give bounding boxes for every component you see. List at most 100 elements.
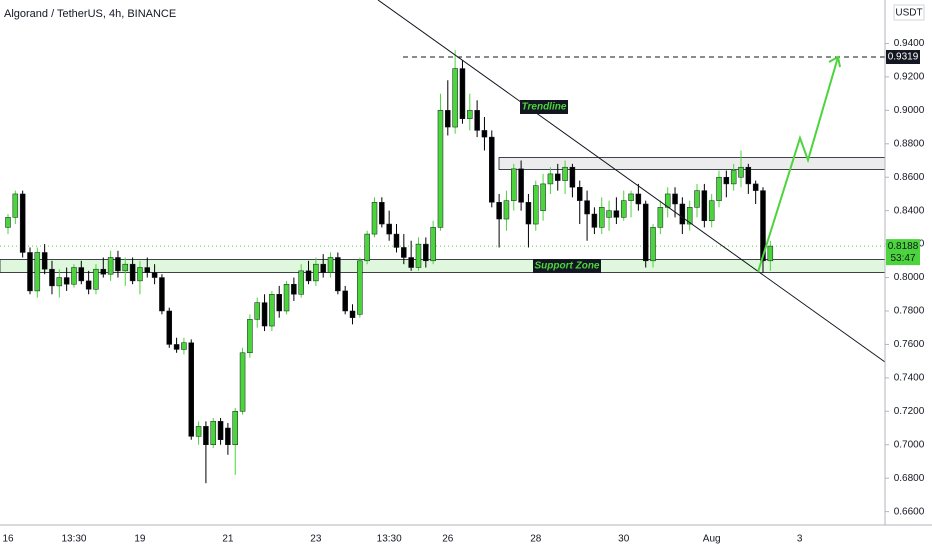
candle-body [195, 426, 202, 437]
candle-body [511, 168, 517, 201]
candle-body [555, 173, 561, 181]
candle-body [151, 272, 158, 278]
countdown-label: 53:47 [890, 253, 915, 264]
target-price-label: 0.9319 [888, 52, 919, 63]
candle-body [423, 243, 429, 262]
x-tick-label: 19 [134, 534, 146, 545]
candle-body [576, 187, 583, 201]
candle-body [327, 257, 334, 273]
candle-body [591, 213, 598, 228]
candle-body [474, 110, 480, 131]
candle-body [12, 193, 19, 218]
candle-body [159, 277, 165, 312]
last-price-box [886, 239, 920, 266]
candle-body [188, 342, 194, 437]
candle-body [716, 176, 722, 201]
candle-body [41, 252, 48, 270]
candle-body [357, 260, 363, 315]
candle-body [56, 277, 63, 287]
candle-body [203, 426, 209, 445]
y-tick-label: 0.6800 [894, 473, 925, 484]
candle-body [723, 176, 730, 185]
y-tick-label: 0.8800 [894, 138, 925, 149]
candle-body [489, 136, 495, 203]
candle-body [371, 202, 378, 235]
y-tick-label: 0.8600 [894, 172, 925, 183]
candle-body [415, 243, 422, 268]
candle-body [49, 268, 55, 287]
candle-body [467, 110, 473, 119]
x-tick-label: 16 [2, 534, 14, 545]
candle-body [129, 263, 136, 282]
candle-body [562, 166, 568, 181]
candle-body [217, 421, 224, 440]
y-tick-label: 0.7200 [894, 406, 925, 417]
candle-body [386, 223, 392, 235]
candle-body [247, 319, 253, 354]
x-tick-label: 30 [618, 534, 630, 545]
candle-body [613, 210, 620, 218]
candle-body [628, 193, 634, 201]
candle-body [752, 183, 759, 191]
currency-box [893, 4, 925, 21]
support-zone-label: Support Zone [535, 261, 600, 272]
arrow-head [828, 55, 841, 68]
candle-body [657, 207, 664, 228]
candle-body [335, 257, 341, 292]
candle-body [393, 233, 400, 248]
target-price-box [886, 50, 920, 65]
candle-body [276, 294, 282, 312]
candle-body [672, 193, 678, 205]
candle-body [430, 227, 436, 262]
y-tick-label: 0.7800 [894, 306, 925, 317]
candle-body [708, 200, 715, 221]
x-tick-label: 13:30 [377, 534, 402, 545]
candle-body [738, 166, 744, 178]
x-tick-label: Aug [703, 534, 721, 545]
candle-body [452, 68, 458, 128]
candle-body [525, 202, 532, 225]
y-tick-label: 0.7400 [894, 373, 925, 384]
candle-body [269, 294, 275, 327]
candle-body [598, 207, 605, 228]
candle-body [19, 193, 26, 253]
y-tick-label: 0.9400 [894, 38, 925, 49]
plot-area [0, 50, 886, 484]
x-tick-label: 3 [797, 534, 803, 545]
candle-body [679, 203, 686, 225]
candle-body [694, 190, 700, 208]
candle-body [261, 302, 268, 327]
candle-body [379, 202, 385, 225]
candle-body [642, 203, 649, 262]
candle-body [225, 427, 231, 445]
y-tick-label: 0.6600 [894, 506, 925, 517]
candle-body [34, 252, 41, 292]
candle-body [173, 344, 180, 350]
candle-body [298, 270, 304, 295]
candle-body [313, 263, 319, 282]
candle-body [496, 202, 502, 220]
trendline [377, 0, 886, 363]
candle-body [584, 200, 590, 215]
y-tick-label: 0.9000 [894, 105, 925, 116]
candle-body [71, 267, 77, 285]
candle-body [27, 252, 33, 292]
candle-body [291, 283, 297, 295]
x-tick-label: 28 [530, 534, 542, 545]
candle-body [767, 245, 774, 262]
candle-body [63, 277, 70, 285]
support-label-box [533, 259, 601, 274]
candle-body [115, 257, 121, 272]
candle-body [408, 257, 414, 268]
candle-body [503, 200, 510, 220]
y-tick-label: 0.8000 [894, 272, 925, 283]
candle-body [181, 342, 187, 350]
candle-body [686, 207, 693, 225]
candle-body [107, 257, 114, 275]
candle-body [540, 183, 546, 211]
candle-body [730, 170, 737, 185]
candle-body [210, 421, 216, 445]
candle-body [459, 68, 466, 119]
x-tick-label: 21 [222, 534, 234, 545]
